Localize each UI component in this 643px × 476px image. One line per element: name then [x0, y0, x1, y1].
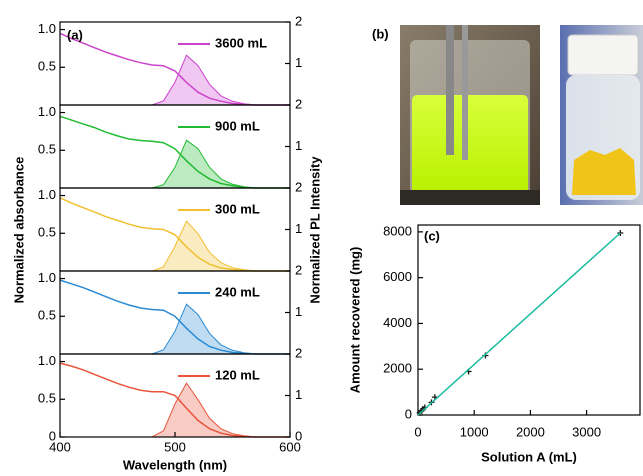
pl-area	[60, 55, 290, 105]
legend-label: 900 mL	[215, 118, 260, 133]
y-tick-label: 0.5	[38, 142, 56, 157]
y2-tick-label: 1	[295, 304, 302, 319]
y-tick-label: 1.0	[38, 270, 56, 285]
y-tick-label: 4000	[383, 315, 412, 330]
y-axis-label: Amount recovered (mg)	[347, 247, 362, 394]
y-tick-label: 1.0	[38, 187, 56, 202]
y-tick-label: 0	[405, 406, 412, 421]
y-axis-label: Normalized absorbance	[11, 157, 26, 304]
y2-tick-label: 2	[295, 262, 302, 277]
pl-area	[60, 140, 290, 188]
pl-area	[60, 383, 290, 437]
legend-label: 240 mL	[215, 284, 260, 299]
x-tick-label: 2000	[516, 424, 545, 439]
y-tick-label: 1.0	[38, 104, 56, 119]
y-tick-label: 2000	[383, 361, 412, 376]
y2-tick-label: 2	[295, 13, 302, 28]
x-tick-label: 400	[49, 439, 71, 454]
y2-tick-label: 1	[295, 55, 302, 70]
x-tick-label: 600	[279, 439, 301, 454]
pl-area	[60, 304, 290, 354]
y-tick-label: 0.5	[38, 391, 56, 406]
plot-frame	[418, 225, 640, 415]
y-tick-label: 1.0	[38, 353, 56, 368]
y-tick-label: 0.5	[38, 59, 56, 74]
y2-tick-label: 1	[295, 221, 302, 236]
x-axis-label: Wavelength (nm)	[123, 457, 227, 472]
y-tick-label: 1.0	[38, 21, 56, 36]
panel-label: (a)	[67, 27, 83, 42]
y2-tick-label: 1	[295, 387, 302, 402]
y2-tick-label: 2	[295, 345, 302, 360]
legend-label: 120 mL	[215, 367, 260, 382]
fit-line	[418, 233, 620, 415]
y-tick-label: 6000	[383, 269, 412, 284]
panel-label: (b)	[372, 26, 389, 41]
x-tick-label: 1000	[460, 424, 489, 439]
y-tick-label: 8000	[383, 223, 412, 238]
x-tick-label: 3000	[572, 424, 601, 439]
x-tick-label: 500	[164, 439, 186, 454]
y2-tick-label: 2	[295, 179, 302, 194]
y-tick-label: 0.5	[38, 308, 56, 323]
x-axis-label: Solution A (mL)	[481, 449, 577, 464]
y-tick-label: 0.5	[38, 225, 56, 240]
figure: (b) 3600 mL 0.5 1.0 1 2 (a) Normalized absorba…	[0, 0, 643, 476]
y2-tick-label: 1	[295, 138, 302, 153]
panel-label: (c)	[424, 228, 440, 243]
x-tick-label: 0	[414, 424, 421, 439]
y2-axis-label: Normalized PL Intensity	[307, 156, 322, 304]
y2-tick-label: 2	[295, 96, 302, 111]
photo-beaker	[400, 25, 540, 205]
pl-area	[60, 221, 290, 271]
legend-label: 300 mL	[215, 201, 260, 216]
legend-label: 3600 mL	[215, 35, 267, 50]
photo-vial	[560, 25, 643, 205]
